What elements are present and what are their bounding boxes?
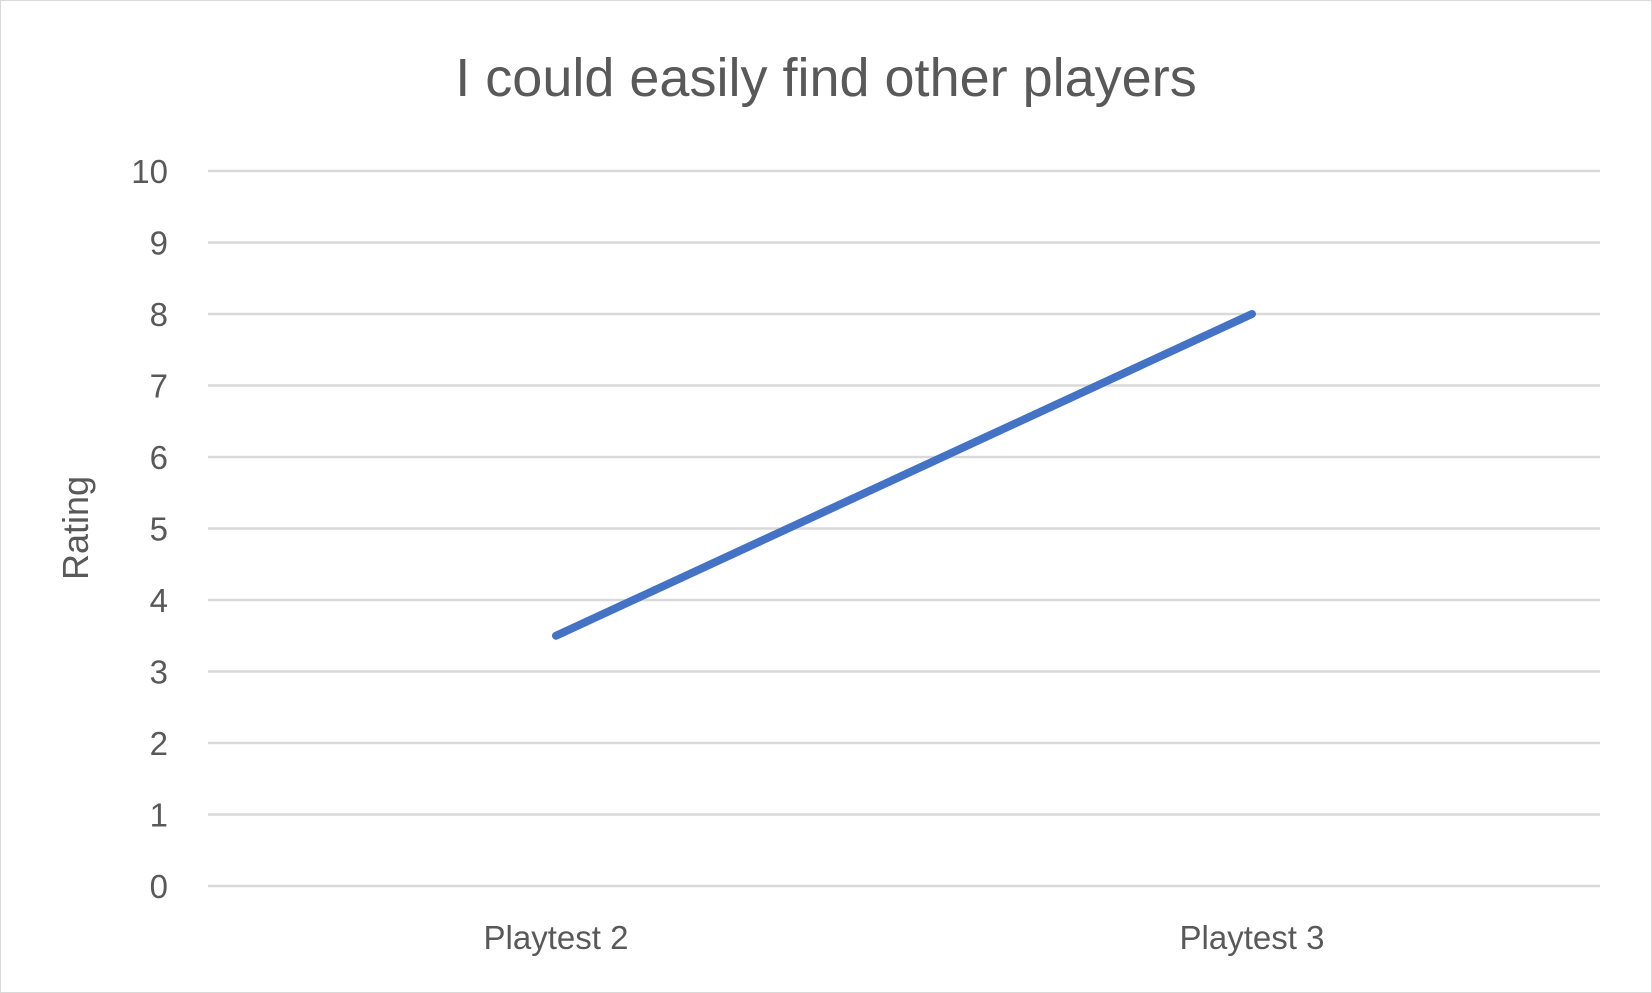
data-point [1251,313,1253,315]
y-tick-label: 0 [150,868,168,905]
y-tick-label: 10 [131,153,168,190]
y-tick-label: 9 [150,225,168,262]
series-layer [552,310,1256,640]
chart-title: I could easily find other players [455,48,1196,108]
y-tick-label: 5 [150,511,168,548]
y-tick-label: 1 [150,797,168,834]
y-tick-label: 2 [150,725,168,762]
y-tick-label: 4 [150,582,168,619]
series-line [552,310,1256,640]
y-tick-label: 3 [150,654,168,691]
x-tick-label: Playtest 2 [484,919,629,956]
y-axis-title: Rating [55,476,96,580]
gridlines [208,169,1600,888]
y-tick-label: 8 [150,296,168,333]
y-axis-tick-labels: 0 1 2 3 4 5 6 7 8 9 10 [131,153,168,905]
x-axis-tick-labels: Playtest 2 Playtest 3 [484,919,1325,956]
data-point [555,635,557,637]
x-tick-label: Playtest 3 [1180,919,1325,956]
y-tick-label: 6 [150,439,168,476]
y-tick-label: 7 [150,368,168,405]
